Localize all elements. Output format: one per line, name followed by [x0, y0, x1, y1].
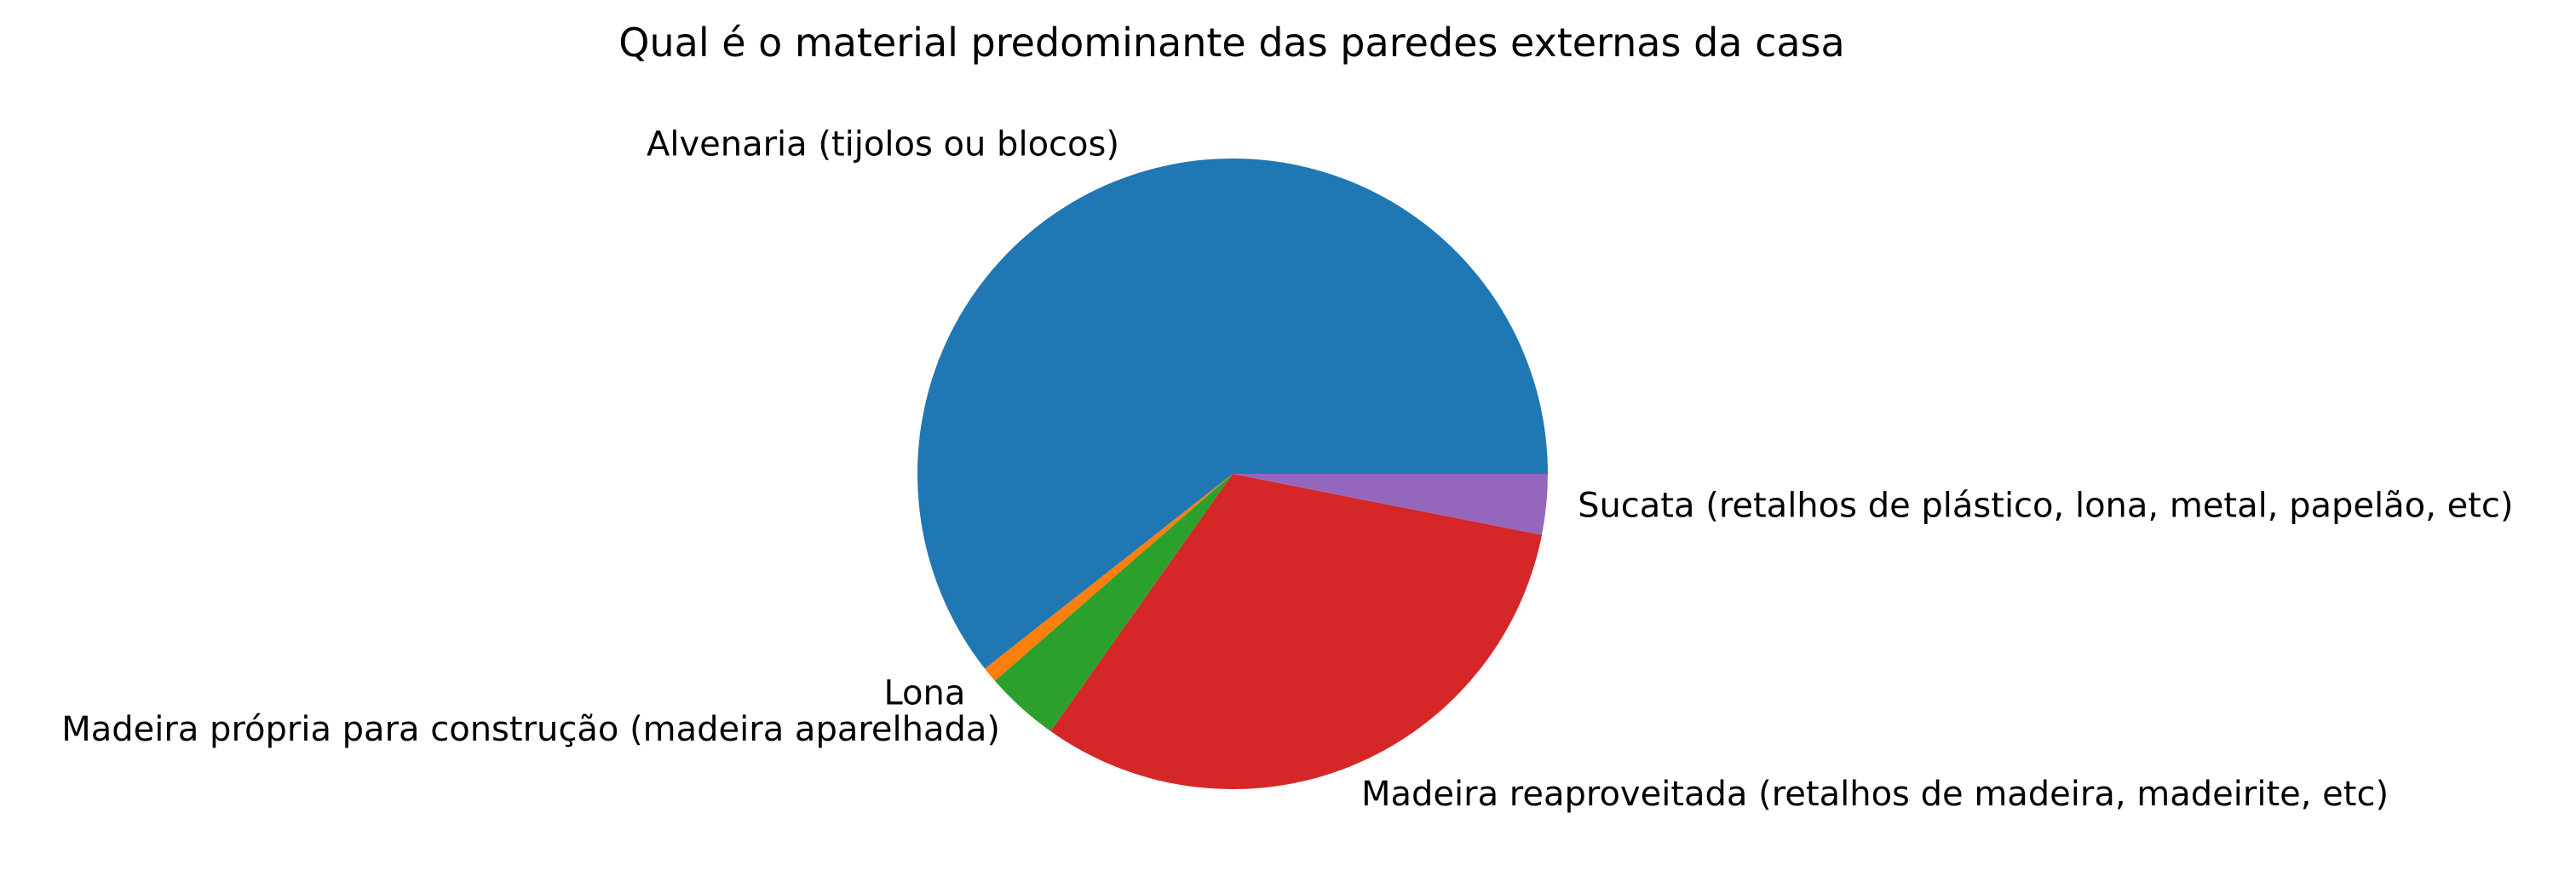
slice-labels: Alvenaria (tijolos ou blocos)LonaMadeira… — [61, 124, 2513, 814]
slice-label-lona: Lona — [883, 673, 965, 712]
pie-slice-sucata-retalhos-de-plastico-lona-metal-p — [1233, 474, 1548, 535]
pie-slice-alvenaria-tijolos-ou-blocos — [917, 159, 1548, 669]
slice-label-madeira-reaproveitada-retalhos-de-madeir: Madeira reaproveitada (retalhos de madei… — [1361, 775, 2389, 814]
slice-label-madeira-propria-para-construcao-madeira-: Madeira própria para construção (madeira… — [61, 710, 1000, 749]
pie-slice-lona — [985, 474, 1233, 681]
slice-label-alvenaria-tijolos-ou-blocos: Alvenaria (tijolos ou blocos) — [647, 124, 1119, 164]
slice-label-sucata-retalhos-de-plastico-lona-metal-p: Sucata (retalhos de plástico, lona, meta… — [1578, 487, 2513, 526]
pie-slice-madeira-reaproveitada-retalhos-de-madeir — [1050, 474, 1543, 789]
chart-title: Qual é o material predominante das pared… — [618, 20, 1844, 66]
pie-slices — [917, 159, 1548, 789]
pie-slice-madeira-propria-para-construcao-madeira- — [994, 474, 1233, 732]
